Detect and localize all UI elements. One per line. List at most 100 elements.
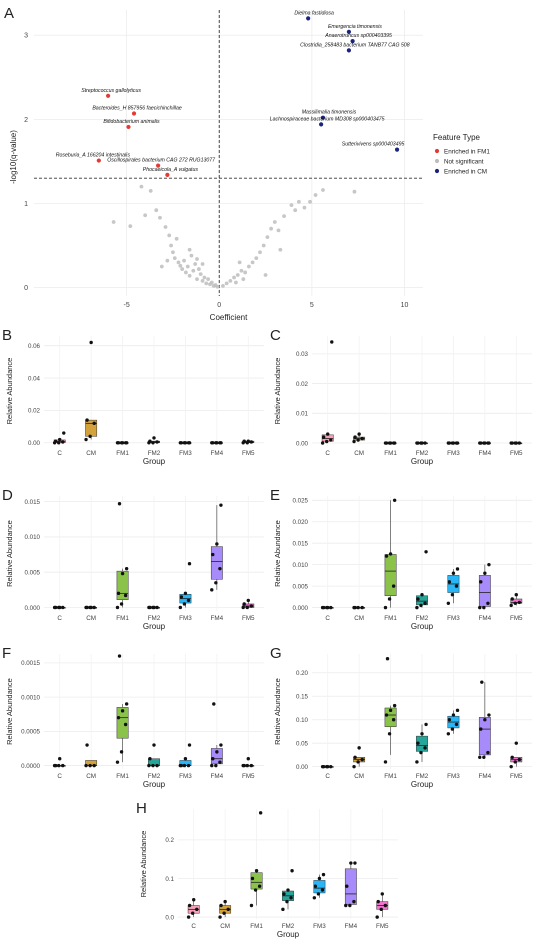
data-point bbox=[147, 763, 151, 768]
point-annotation: Bacteroides_H 857956 faecichinchillae bbox=[92, 105, 182, 111]
y-axis-label: Relative Abundance bbox=[273, 358, 282, 425]
x-tick-label: FM3 bbox=[313, 923, 326, 930]
data-point bbox=[272, 220, 277, 224]
y-tick-label: 0.06 bbox=[28, 343, 41, 350]
data-point bbox=[257, 884, 262, 888]
x-tick-label: FM5 bbox=[376, 923, 389, 930]
data-point bbox=[234, 280, 238, 285]
data-point bbox=[416, 441, 420, 445]
point-annotation: Bifidobacterium animalis bbox=[103, 119, 160, 125]
data-point bbox=[454, 722, 459, 727]
x-tick-label: CM bbox=[86, 615, 96, 622]
y-tick-label: 0.02 bbox=[28, 408, 41, 415]
data-point bbox=[128, 224, 133, 229]
data-point bbox=[349, 861, 353, 865]
data-point bbox=[206, 277, 211, 282]
data-point bbox=[187, 441, 192, 445]
data-point bbox=[156, 163, 161, 168]
data-point bbox=[387, 597, 392, 601]
data-point bbox=[186, 598, 191, 603]
data-point bbox=[324, 439, 329, 444]
data-point bbox=[245, 605, 249, 610]
data-point bbox=[219, 441, 223, 445]
x-tick-label: FM1 bbox=[250, 923, 263, 930]
data-point bbox=[105, 93, 111, 98]
data-point bbox=[228, 278, 233, 283]
data-point bbox=[243, 270, 248, 275]
data-point bbox=[221, 284, 225, 288]
data-point bbox=[375, 915, 379, 919]
data-point bbox=[163, 225, 168, 229]
data-point bbox=[423, 601, 427, 605]
data-point bbox=[211, 552, 215, 557]
point-annotation: Clostridia_258483 bacterium TANB77 CAG 5… bbox=[300, 42, 410, 48]
data-point bbox=[183, 757, 188, 761]
y-tick-label: 0.000 bbox=[293, 605, 309, 612]
data-point bbox=[165, 258, 170, 263]
data-point bbox=[187, 743, 192, 747]
data-point bbox=[117, 502, 122, 506]
panel-b-boxplot: B 0.00 0.02 0.04 0.06 C CM FM1 FM2 FM3 FM4 FM5 Group… bbox=[2, 327, 264, 466]
legend-marker bbox=[434, 168, 440, 174]
y-tick-label: 0.0010 bbox=[21, 694, 40, 701]
x-axis-label: Group bbox=[411, 622, 434, 631]
data-point bbox=[85, 418, 89, 422]
data-point bbox=[250, 260, 255, 265]
x-tick-label: FM5 bbox=[510, 773, 523, 780]
y-axis-label: -log10(q-value) bbox=[9, 130, 18, 184]
data-point bbox=[182, 763, 187, 768]
box-fm1 bbox=[384, 707, 397, 728]
panel-label-g: G bbox=[270, 645, 282, 662]
x-tick-label: FM3 bbox=[179, 615, 192, 622]
data-point bbox=[478, 605, 482, 610]
y-axis-label: Relative Abundance bbox=[5, 520, 14, 587]
data-point bbox=[120, 709, 125, 713]
data-point bbox=[416, 741, 420, 745]
data-point bbox=[384, 441, 389, 445]
data-point bbox=[171, 250, 175, 255]
x-tick-label: FM1 bbox=[116, 615, 129, 622]
data-point bbox=[388, 708, 393, 713]
data-point bbox=[242, 602, 246, 606]
y-axis-label: Relative Abundance bbox=[273, 520, 282, 587]
data-point bbox=[190, 911, 195, 915]
y-tick-label: 0.0 bbox=[165, 914, 174, 921]
y-tick-label: 0.05 bbox=[296, 740, 309, 747]
point-annotation: Lachnospiraceae bacterium MD308 sp000403… bbox=[270, 116, 385, 122]
data-point bbox=[383, 903, 388, 908]
data-point bbox=[483, 441, 487, 445]
data-point bbox=[62, 431, 66, 435]
data-point bbox=[176, 260, 181, 265]
y-tick-label: 0.00 bbox=[296, 764, 309, 771]
data-point bbox=[211, 757, 215, 761]
data-point bbox=[232, 275, 236, 280]
data-point bbox=[326, 764, 330, 769]
x-tick-label: -5 bbox=[124, 302, 130, 309]
legend-entry: Not significant bbox=[444, 159, 484, 166]
data-point bbox=[183, 591, 188, 596]
data-point bbox=[416, 597, 420, 601]
data-point bbox=[254, 869, 259, 873]
x-tick-label: FM5 bbox=[510, 615, 523, 622]
data-point bbox=[148, 605, 152, 610]
data-point bbox=[116, 715, 121, 720]
data-point bbox=[289, 896, 293, 900]
data-point bbox=[353, 435, 357, 439]
data-point bbox=[487, 713, 491, 717]
data-point bbox=[198, 272, 203, 277]
panel-label-f: F bbox=[2, 645, 11, 662]
data-point bbox=[302, 205, 307, 210]
point-annotation: Anaerotruncus sp000403395 bbox=[324, 33, 392, 39]
data-point bbox=[219, 743, 223, 747]
x-tick-label: FM1 bbox=[116, 773, 129, 780]
y-tick-label: 0.00 bbox=[28, 440, 41, 447]
data-point bbox=[246, 264, 251, 269]
data-point bbox=[169, 243, 173, 248]
point-annotation: Phocaeicola_A vulgatus bbox=[143, 167, 199, 173]
legend-entry: Enriched in CM bbox=[444, 169, 487, 176]
x-axis-label: Group bbox=[143, 622, 166, 631]
x-tick-label: FM1 bbox=[384, 450, 397, 457]
data-point bbox=[151, 763, 155, 768]
x-tick-label: FM4 bbox=[211, 615, 224, 622]
data-point bbox=[346, 29, 352, 34]
